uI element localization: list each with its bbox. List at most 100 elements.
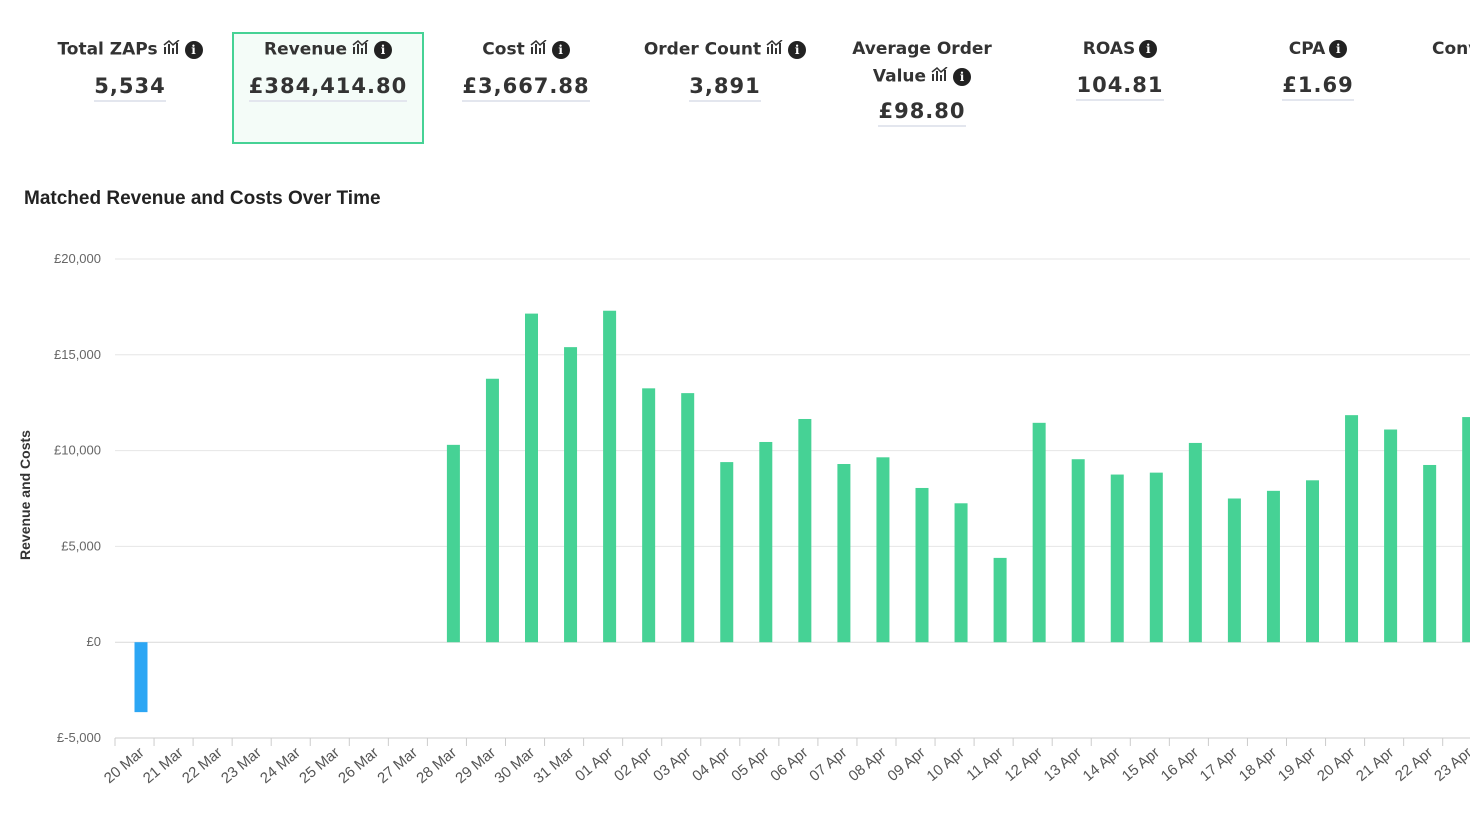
x-tick-label: 23 Apr: [1431, 744, 1470, 785]
x-tick-label: 20 Mar: [101, 744, 148, 787]
x-tick-label: 09 Apr: [884, 744, 928, 785]
revenue-bar[interactable]: [954, 503, 968, 643]
metric-label: Total ZAPs: [57, 39, 158, 60]
metric-cpa[interactable]: CPA i £1.69: [1228, 32, 1408, 144]
y-tick-label: £5,000: [61, 538, 101, 553]
metrics-bar: Total ZAPs i 5,534 Revenue i £384,414.80 C…: [0, 0, 1470, 170]
revenue-bar[interactable]: [1384, 429, 1398, 643]
metric-conv[interactable]: Conv: [1422, 32, 1470, 144]
revenue-bar[interactable]: [1032, 422, 1046, 643]
revenue-bar[interactable]: [564, 347, 578, 643]
x-tick-label: 24 Mar: [257, 744, 304, 787]
revenue-bar[interactable]: [1071, 459, 1085, 643]
chart-trend-icon[interactable]: [163, 36, 181, 63]
x-tick-label: 19 Apr: [1275, 744, 1319, 785]
metric-value: 3,891: [689, 68, 761, 102]
x-tick-label: 13 Apr: [1041, 744, 1085, 785]
metric-label: CPA: [1288, 39, 1326, 59]
revenue-bar[interactable]: [1306, 480, 1319, 643]
x-tick-label: 08 Apr: [845, 744, 889, 785]
chart-trend-icon[interactable]: [931, 63, 949, 90]
revenue-bar[interactable]: [485, 378, 499, 643]
x-tick-label: 26 Mar: [335, 744, 382, 787]
info-icon[interactable]: i: [1139, 40, 1158, 58]
x-tick-label: 07 Apr: [806, 744, 850, 785]
revenue-bar[interactable]: [446, 444, 460, 643]
metric-label: Revenue: [264, 39, 347, 60]
metric-value: 5,534: [94, 68, 166, 102]
metric-roas[interactable]: ROAS i 104.81: [1030, 32, 1210, 144]
revenue-bar[interactable]: [1188, 442, 1202, 643]
x-tick-label: 30 Mar: [491, 744, 538, 787]
x-tick-label: 29 Mar: [452, 744, 499, 787]
x-tick-label: 10 Apr: [923, 744, 967, 785]
chart-trend-icon[interactable]: [530, 36, 548, 63]
y-tick-label: £-5,000: [57, 730, 101, 745]
metric-value: £384,414.80: [248, 68, 408, 102]
info-icon[interactable]: i: [184, 40, 203, 59]
x-tick-label: 17 Apr: [1197, 744, 1241, 785]
metric-label-line2: Value: [872, 66, 927, 87]
info-icon[interactable]: i: [551, 40, 570, 59]
metric-order-count[interactable]: Order Count i 3,891: [630, 32, 820, 144]
revenue-bar[interactable]: [1227, 498, 1241, 643]
x-tick-label: 04 Apr: [689, 744, 733, 785]
x-tick-label: 15 Apr: [1119, 744, 1163, 785]
info-icon[interactable]: i: [953, 67, 972, 86]
info-icon[interactable]: i: [373, 40, 392, 59]
x-tick-label: 03 Apr: [650, 744, 694, 785]
chart-trend-icon[interactable]: [766, 36, 784, 63]
x-tick-label: 02 Apr: [611, 744, 655, 785]
chart-trend-icon[interactable]: [352, 36, 370, 63]
x-tick-label: 23 Mar: [218, 744, 265, 787]
x-tick-label: 21 Mar: [140, 744, 187, 787]
revenue-bar[interactable]: [798, 418, 812, 643]
x-tick-label: 27 Mar: [374, 744, 421, 787]
revenue-bar[interactable]: [915, 487, 929, 643]
metric-total-zaps[interactable]: Total ZAPs i 5,534: [40, 32, 220, 144]
revenue-bar[interactable]: [1345, 415, 1359, 643]
cost-bar[interactable]: [134, 642, 148, 713]
x-tick-label: 21 Apr: [1353, 744, 1397, 785]
y-tick-label: £0: [87, 634, 101, 649]
revenue-bar[interactable]: [993, 557, 1007, 643]
revenue-bar[interactable]: [525, 313, 538, 643]
revenue-bar[interactable]: [720, 462, 734, 643]
x-tick-label: 28 Mar: [413, 744, 460, 787]
revenue-bar[interactable]: [681, 393, 695, 643]
x-tick-label: 14 Apr: [1080, 744, 1124, 785]
metric-average-order-value[interactable]: Average Order Value i £98.80: [832, 32, 1012, 144]
metric-revenue[interactable]: Revenue i £384,414.80: [232, 32, 424, 144]
x-tick-label: 25 Mar: [296, 744, 343, 787]
x-tick-label: 11 Apr: [963, 744, 1006, 784]
metric-cost[interactable]: Cost i £3,667.88: [436, 32, 616, 144]
metric-value: 104.81: [1076, 67, 1164, 101]
metric-value: £98.80: [878, 93, 966, 127]
metric-value: £3,667.88: [462, 68, 590, 102]
y-tick-label: £10,000: [54, 443, 101, 458]
revenue-bar[interactable]: [759, 441, 773, 643]
revenue-bar[interactable]: [1110, 474, 1124, 643]
x-tick-label: 01 Apr: [572, 744, 616, 785]
y-axis: £-5,000 £0 £5,000 £10,000 £15,000 £20,000: [54, 251, 101, 745]
revenue-bar[interactable]: [1423, 464, 1437, 643]
revenue-bar[interactable]: [837, 464, 851, 643]
revenue-bar[interactable]: [1462, 417, 1470, 643]
revenue-bar[interactable]: [603, 310, 617, 643]
info-icon[interactable]: i: [1329, 40, 1348, 58]
info-icon[interactable]: i: [788, 40, 807, 59]
revenue-bar[interactable]: [1266, 490, 1280, 643]
revenue-bar[interactable]: [876, 457, 890, 643]
revenue-bar[interactable]: [1149, 472, 1163, 643]
metric-value: £1.69: [1282, 67, 1354, 101]
y-axis-label: Revenue and Costs: [17, 430, 33, 560]
y-tick-label: £20,000: [54, 251, 101, 266]
revenue-bar[interactable]: [642, 388, 656, 643]
x-tick-label: 18 Apr: [1236, 744, 1280, 785]
x-tick-label: 12 Apr: [1002, 744, 1046, 785]
x-tick-label: 06 Apr: [767, 744, 811, 785]
chart-bars: [134, 310, 1470, 713]
x-tick-label: 22 Mar: [179, 744, 226, 787]
revenue-cost-chart: £-5,000 £0 £5,000 £10,000 £15,000 £20,000 20 …: [17, 251, 1470, 787]
